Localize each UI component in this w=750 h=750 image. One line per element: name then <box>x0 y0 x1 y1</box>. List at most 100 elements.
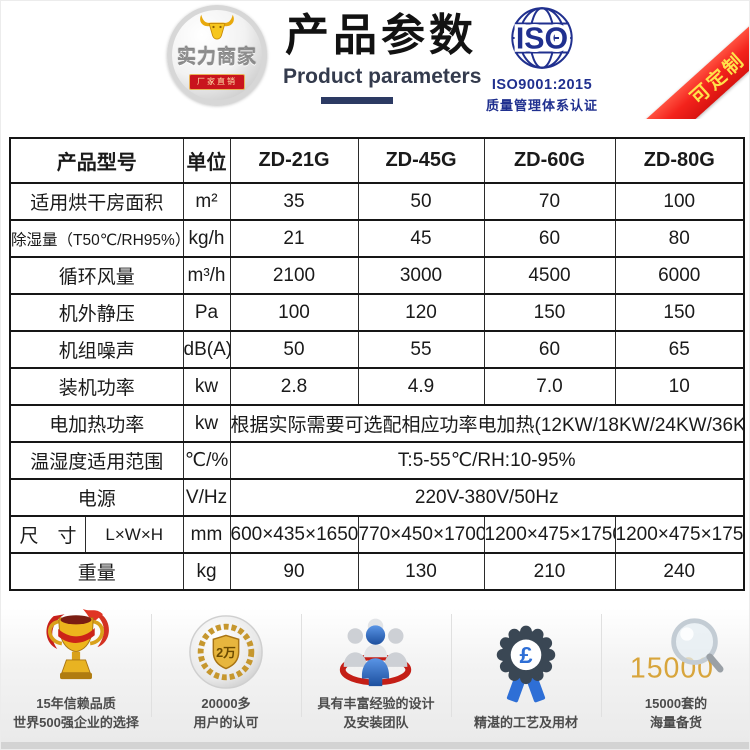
spec-label: 电源 <box>9 478 184 517</box>
spec-unit: Pa <box>182 293 231 332</box>
badge-caption-line1: 15年信赖品质 <box>36 696 116 712</box>
spec-label: 电加热功率 <box>9 404 184 443</box>
quality-badge-icon: £ <box>490 618 562 710</box>
dimension-label-cell: 尺 寸 L×W×H <box>9 515 184 554</box>
table-row: 适用烘干房面积 m² 35 50 70 100 <box>9 182 745 221</box>
footer-strip <box>1 742 749 749</box>
trophy-icon <box>37 607 115 691</box>
spec-value: 60 <box>483 330 616 369</box>
spec-value: 240 <box>614 552 745 591</box>
spec-value: 770×450×1700 <box>357 515 485 554</box>
seller-logo-badge: 实力商家 厂家直销 <box>167 5 267 105</box>
customizable-ribbon: 可定制 <box>642 8 749 119</box>
spec-value: 600×435×1650 <box>229 515 359 554</box>
bull-icon <box>167 13 267 46</box>
spec-unit: kg/h <box>182 219 231 258</box>
ribbon-label: 可定制 <box>686 49 749 109</box>
spec-unit: mm <box>182 515 231 554</box>
spec-label: 循环风量 <box>9 256 184 295</box>
subtitle-underline <box>321 96 393 104</box>
spec-value: 1200×475×1750 <box>483 515 616 554</box>
table-row: 温湿度适用范围 ℃/% T:5-55℃/RH:10-95% <box>9 441 745 480</box>
badge-quality-years: 15年信赖品质 世界500强企业的选择 <box>1 608 151 741</box>
title-block: 产品参数 Product parameters <box>283 11 481 104</box>
spec-unit: kg <box>182 552 231 591</box>
table-row: 除湿量（T50℃/RH95%） kg/h 21 45 60 80 <box>9 219 745 258</box>
dimension-lwh-label: L×W×H <box>105 524 164 544</box>
badge-caption-line2: 海量备货 <box>649 715 702 731</box>
badge-caption-line1: 精湛的工艺及用材 <box>473 715 578 731</box>
table-row: 机外静压 Pa 100 120 150 150 <box>9 293 745 332</box>
spec-unit: kw <box>182 404 231 443</box>
iso-certification: ISO ISO9001:2015 质量管理体系认证 <box>479 5 605 114</box>
badge-design-team: 具有丰富经验的设计 及安装团队 <box>301 608 451 741</box>
spec-value: 100 <box>614 182 745 221</box>
trust-badges-footer: 15年信赖品质 世界500强企业的选择 2万 <box>1 608 749 749</box>
spec-value: 55 <box>357 330 485 369</box>
magnifier-icon: 15000 <box>626 608 726 691</box>
spec-label: 机外静压 <box>9 293 184 332</box>
col-header-zd45g: ZD-45G <box>357 137 485 184</box>
spec-value: 50 <box>229 330 359 369</box>
col-header-zd60g: ZD-60G <box>483 137 616 184</box>
spec-value: 60 <box>483 219 616 258</box>
spec-value: 100 <box>229 293 359 332</box>
spec-unit: ℃/% <box>182 441 231 480</box>
table-row: 循环风量 m³/h 2100 3000 4500 6000 <box>9 256 745 295</box>
spec-unit: m³/h <box>182 256 231 295</box>
medal-icon: 2万 <box>187 608 265 691</box>
pound-symbol: £ <box>519 642 532 668</box>
spec-value: 7.0 <box>483 367 616 406</box>
iso-logo-text: ISO <box>516 23 568 56</box>
spec-value: 45 <box>357 219 485 258</box>
spec-value: 2100 <box>229 256 359 295</box>
spec-value: 120 <box>357 293 485 332</box>
spec-unit: kw <box>182 367 231 406</box>
badge-user-approval: 2万 20000多 用户的认可 <box>151 608 301 741</box>
spec-unit: dB(A) <box>182 330 231 369</box>
spec-value: 80 <box>614 219 745 258</box>
spec-span-value: 220V-380V/50Hz <box>229 478 745 517</box>
badge-caption-line1: 20000多 <box>201 696 251 712</box>
spec-unit: V/Hz <box>182 478 231 517</box>
badge-caption-line2: 世界500强企业的选择 <box>13 715 139 731</box>
spec-label: 重量 <box>9 552 184 591</box>
spec-value: 1200×475×1750 <box>614 515 745 554</box>
medal-count-text: 2万 <box>216 646 236 660</box>
spec-value: 130 <box>357 552 485 591</box>
col-header-unit: 单位 <box>182 137 231 184</box>
spec-value: 21 <box>229 219 359 258</box>
spec-label: 温湿度适用范围 <box>9 441 184 480</box>
spec-label: 除湿量（T50℃/RH95%） <box>9 219 184 258</box>
spec-value: 35 <box>229 182 359 221</box>
seller-badge-label: 实力商家 <box>176 47 257 68</box>
spec-value: 10 <box>614 367 745 406</box>
spec-value: 150 <box>614 293 745 332</box>
spec-value: 90 <box>229 552 359 591</box>
spec-value: 2.8 <box>229 367 359 406</box>
spec-label: 装机功率 <box>9 367 184 406</box>
table-header-row: 产品型号 单位 ZD-21G ZD-45G ZD-60G ZD-80G <box>9 137 745 184</box>
col-header-zd21g: ZD-21G <box>229 137 359 184</box>
spec-span-value: T:5-55℃/RH:10-95% <box>229 441 745 480</box>
corner-ribbon: 可定制 <box>629 1 749 119</box>
badge-stock: 15000 15000套的 海量备货 <box>601 608 749 741</box>
spec-value: 4.9 <box>357 367 485 406</box>
team-icon <box>330 608 422 691</box>
spec-label: 尺 寸 <box>11 518 86 551</box>
table-row: 电源 V/Hz 220V-380V/50Hz <box>9 478 745 517</box>
spec-value: 150 <box>483 293 616 332</box>
table-row: 机组噪声 dB(A) 50 55 60 65 <box>9 330 745 369</box>
spec-value: 6000 <box>614 256 745 295</box>
iso-cert-line1: ISO9001:2015 <box>491 77 593 93</box>
iso-cert-line2: 质量管理体系认证 <box>485 98 598 113</box>
badge-caption-line1: 15000套的 <box>644 696 708 712</box>
spec-span-value: 根据实际需要可选配相应功率电加热(12KW/18KW/24KW/36KW) <box>229 404 745 443</box>
spec-value: 3000 <box>357 256 485 295</box>
table-row: 重量 kg 90 130 210 240 <box>9 552 745 591</box>
spec-unit: m² <box>182 182 231 221</box>
spec-value: 4500 <box>483 256 616 295</box>
col-header-model: 产品型号 <box>9 137 184 184</box>
spec-table: 产品型号 单位 ZD-21G ZD-45G ZD-60G ZD-80G 适用烘干… <box>9 137 745 591</box>
spec-value: 65 <box>614 330 745 369</box>
